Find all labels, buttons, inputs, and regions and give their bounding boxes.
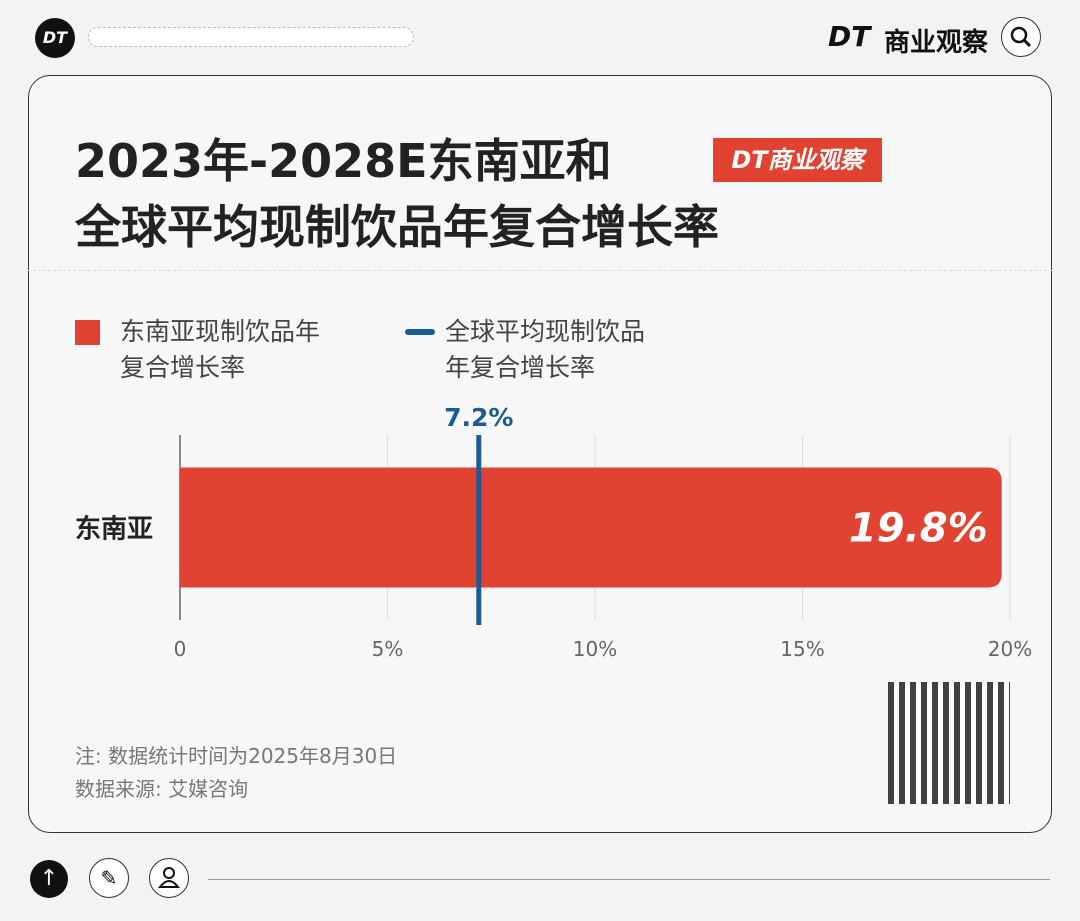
bar xyxy=(180,467,1002,588)
search-bar[interactable] xyxy=(88,27,414,47)
logo[interactable]: DT xyxy=(35,18,75,58)
badge: DT商业观察 xyxy=(713,138,882,182)
profile-icon xyxy=(157,867,181,888)
chart: 0 5% 10% 15% 20% 19.8% 东南亚 7.2% xyxy=(75,403,1032,661)
legend-swatch xyxy=(75,320,100,345)
up-button[interactable]: ↑ xyxy=(30,860,68,898)
x-tick-label: 5% xyxy=(372,637,404,661)
brand: 商业观察 xyxy=(884,28,989,58)
profile-button[interactable] xyxy=(149,858,189,898)
legend-label: 东南亚现制饮品年复合增长率 xyxy=(120,317,321,382)
qr-code[interactable] xyxy=(888,682,1010,804)
title-line: 2023年-2028E东南亚和 xyxy=(75,134,612,188)
chart-title: 2023年-2028E东南亚和 全球平均现制饮品年复合增长率 xyxy=(75,128,719,260)
x-tick-label: 20% xyxy=(988,637,1032,661)
edit-button[interactable]: ✎ xyxy=(89,858,129,898)
x-tick-label: 15% xyxy=(780,637,824,661)
search-button[interactable] xyxy=(1001,17,1041,57)
value-label: 19.8% xyxy=(849,506,988,552)
note: 注: 数据统计时间为2025年8月30日 xyxy=(75,744,398,768)
legend-label: 全球平均现制饮品年复合增长率 xyxy=(445,317,646,382)
toolbar-line xyxy=(208,879,1050,880)
legend-swatch xyxy=(405,329,435,335)
note: 数据来源: 艾媒咨询 xyxy=(75,777,249,801)
x-tick-label: 10% xyxy=(573,637,617,661)
search-icon xyxy=(1010,26,1032,48)
card xyxy=(28,75,1052,833)
category-label: 东南亚 xyxy=(75,514,153,545)
reference-label: 7.2% xyxy=(444,403,513,432)
divider xyxy=(28,270,1052,271)
x-tick-label: 0 xyxy=(174,637,187,661)
title-line: 全球平均现制饮品年复合增长率 xyxy=(75,200,719,254)
brand-mark: DT xyxy=(828,20,871,53)
